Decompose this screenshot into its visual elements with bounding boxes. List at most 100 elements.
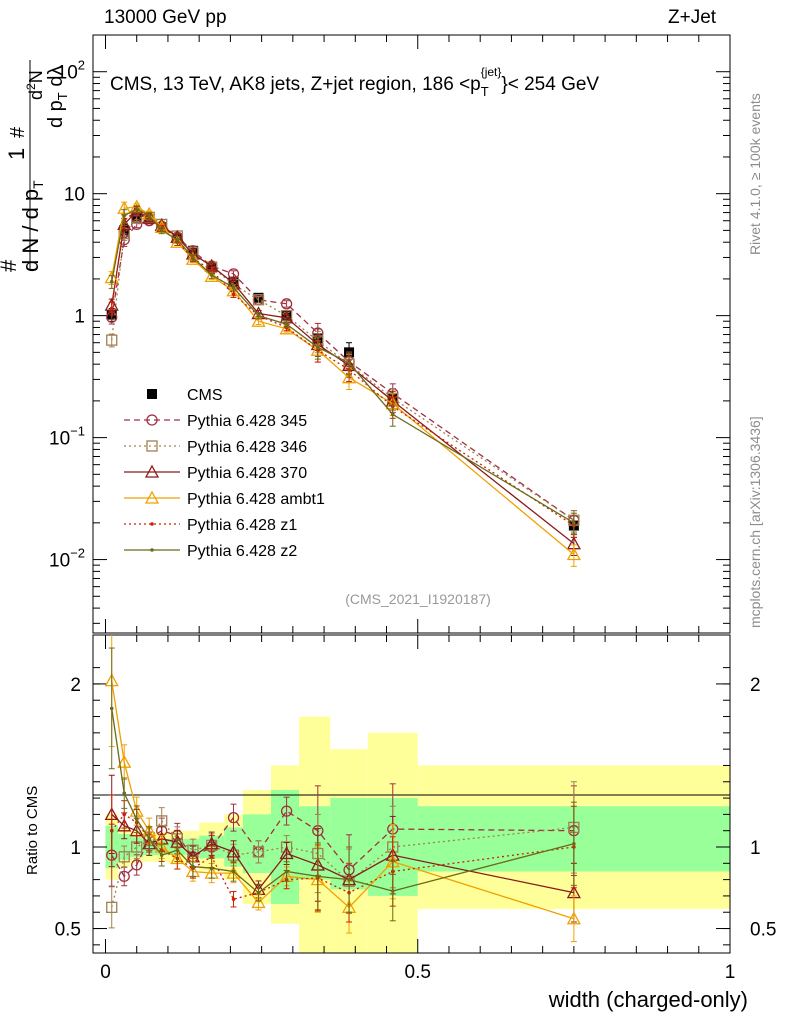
data-point	[147, 213, 152, 218]
data-point	[175, 848, 180, 853]
data-point	[122, 812, 127, 817]
band-green	[242, 814, 271, 874]
chart-title: CMS, 13 TeV, AK8 jets, Z+jet region, 186…	[110, 65, 599, 99]
y-axis-label-main-deriv: d pT dλ	[45, 66, 70, 128]
data-point	[227, 811, 240, 824]
legend-label: Pythia 6.428 370	[187, 465, 307, 482]
data-point	[566, 547, 581, 561]
legend-marker	[144, 464, 160, 478]
data-point	[109, 306, 114, 311]
legend-marker	[150, 548, 154, 552]
data-point	[390, 889, 395, 893]
data-point	[147, 837, 152, 841]
series-line	[111, 206, 575, 556]
xtick-label: 0	[100, 962, 111, 983]
data-point	[175, 237, 180, 242]
data-point	[341, 370, 357, 384]
data-point	[159, 853, 164, 857]
data-point	[316, 874, 320, 879]
legend-label: Pythia 6.428 z2	[187, 543, 297, 560]
y-axis-label-main-num: #	[0, 259, 21, 272]
title-sub: T	[481, 84, 489, 99]
data-point	[131, 859, 143, 871]
data-point	[156, 815, 168, 827]
data-point	[572, 521, 576, 525]
title-post: }< 254 GeV	[501, 74, 599, 95]
data-point	[204, 268, 219, 282]
data-point	[106, 901, 118, 913]
data-point	[284, 322, 289, 327]
data-point	[209, 866, 214, 870]
data-point	[252, 846, 265, 858]
data-point	[284, 869, 289, 874]
data-point	[122, 213, 127, 218]
data-point	[209, 273, 214, 277]
ratio-ytick-label: 1	[70, 838, 81, 859]
y-axis-label-main: d N / d pT	[18, 180, 46, 272]
ratio-ytick-label-right: 2	[750, 675, 761, 696]
data-point	[122, 791, 127, 795]
legend-label: CMS	[187, 387, 223, 404]
ratio-ytick-label: 0.5	[55, 920, 81, 941]
data-point	[231, 292, 236, 296]
data-point	[191, 864, 195, 869]
y-axis-label-main-one: 1	[4, 148, 29, 160]
title-sup: {jet}	[481, 65, 502, 79]
y-axis-label-ratio: Ratio to CMS	[24, 786, 41, 875]
ytick-label: 10−1	[49, 424, 85, 450]
data-point	[231, 897, 236, 901]
main-series	[104, 199, 581, 567]
data-point	[209, 268, 214, 273]
legend-marker	[150, 522, 154, 526]
data-point	[572, 841, 576, 846]
series-line	[111, 819, 574, 908]
data-point	[280, 805, 293, 817]
legend-marker	[144, 490, 160, 504]
series-line	[111, 208, 575, 527]
series-line	[111, 210, 575, 545]
header-right: Z+Jet	[668, 7, 717, 28]
legend-label: Pythia 6.428 ambt1	[187, 491, 325, 508]
data-point	[185, 251, 201, 265]
data-point	[566, 911, 581, 925]
data-point	[316, 345, 320, 350]
series-line	[111, 810, 574, 878]
data-point	[231, 869, 236, 874]
data-point	[279, 846, 294, 860]
data-point	[109, 706, 114, 711]
ratio-ytick-label-right: 0.5	[750, 920, 776, 941]
y-axis-label-main-hash: #	[7, 126, 29, 138]
data-point	[226, 844, 241, 858]
data-point	[134, 817, 139, 822]
data-point	[256, 313, 261, 318]
x-axis-label: width (charged-only)	[548, 987, 748, 1012]
data-point	[117, 818, 132, 832]
ratio-uncertainty-bands	[105, 716, 730, 953]
data-point	[118, 851, 130, 863]
ytick-label: 10	[64, 185, 85, 206]
data-point	[106, 334, 118, 346]
xtick-label: 0.5	[405, 962, 431, 983]
series-line	[111, 216, 575, 521]
ratio-series	[104, 635, 581, 943]
ratio-frame	[92, 634, 731, 954]
ratio-ytick-label-right: 1	[750, 838, 761, 859]
xtick-label: 1	[725, 962, 736, 983]
ytick-label: 1	[74, 307, 85, 328]
data-point	[117, 754, 132, 768]
title-pre: CMS, 13 TeV, AK8 jets, Z+jet region, 186…	[110, 74, 481, 95]
band-green	[299, 806, 331, 880]
data-point	[347, 877, 351, 882]
data-point	[231, 285, 236, 290]
ytick-label: 102	[57, 58, 85, 84]
watermark: (CMS_2021_I1920187)	[345, 591, 491, 607]
y-axis-label-main-d2n: d2N	[24, 70, 46, 100]
axes: 10−2 10−1 1 10 102 0.5 0.5 1 1 2 2 0 0.5 1	[49, 34, 776, 983]
data-point	[279, 321, 294, 335]
legend-label: Pythia 6.428 345	[187, 413, 307, 430]
data-point	[251, 313, 266, 327]
data-point	[251, 895, 266, 909]
band-green	[270, 789, 300, 905]
legend-label: Pythia 6.428 z1	[187, 517, 297, 534]
data-point	[170, 234, 185, 248]
